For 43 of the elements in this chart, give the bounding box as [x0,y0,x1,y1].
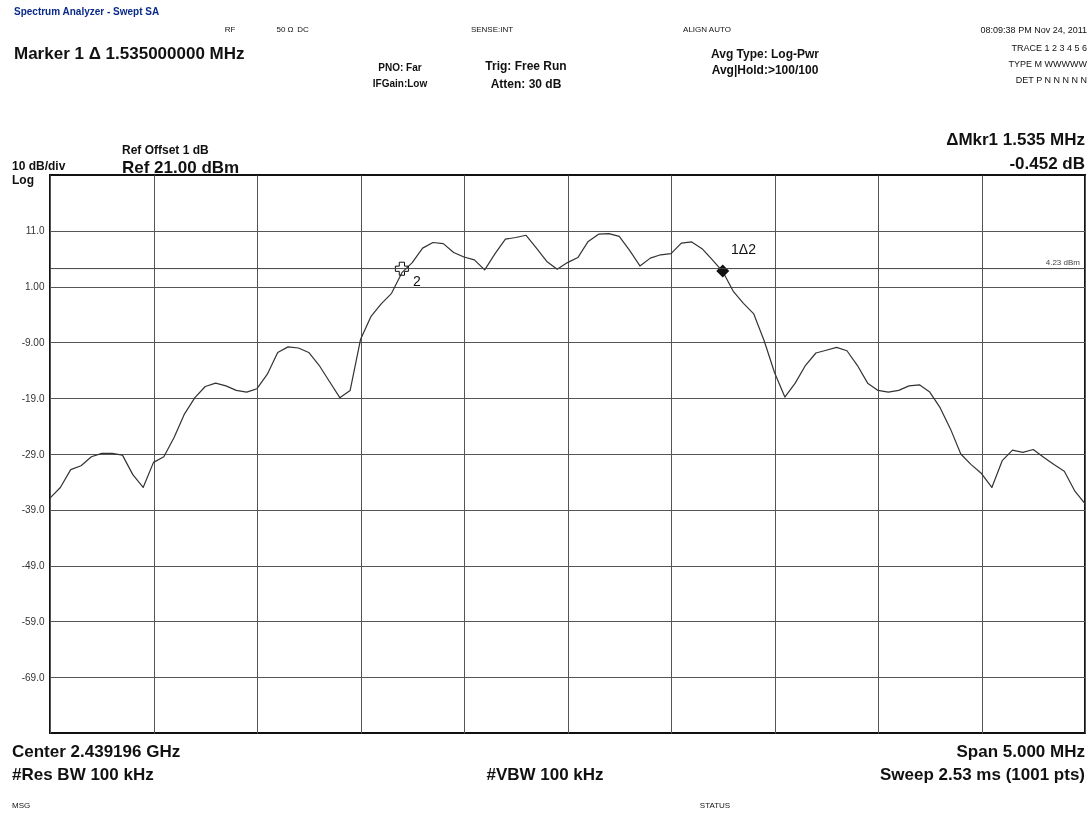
y-tick-label: -9.00 [21,336,45,348]
y-tick-label: -69.0 [21,671,45,683]
text: 50 Ω [276,25,294,34]
annotation: 2 [413,273,421,289]
y-tick-label: -39.0 [21,504,45,516]
text: SENSE:INT [470,25,514,34]
text: TYPE M WWWWW [1008,59,1088,69]
text: Marker 1 Δ 1.535000000 MHz [14,44,245,63]
chart-title: Spectrum Analyzer - Swept SA [14,6,160,17]
ref-line-label: 4.23 dBm [1045,257,1081,267]
text: ALIGN AUTO [683,25,731,34]
text: RF [224,25,236,34]
text: Ref Offset 1 dB [122,143,210,157]
text: Atten: 30 dB [490,77,562,91]
annotation: 1Δ2 [731,241,757,257]
text: PNO: Far [378,62,422,73]
text: #VBW 100 kHz [486,765,604,784]
text: #Res BW 100 kHz [12,765,154,784]
y-tick-label: -29.0 [21,448,45,460]
text: DET P N N N N N [1015,75,1087,85]
text: 08:09:38 PM Nov 24, 2011 [980,25,1087,35]
text: DC [297,25,309,34]
text: Span 5.000 MHz [956,742,1085,761]
text: 10 dB/div [12,159,66,173]
text: STATUS [699,801,731,810]
annotation: Ref 21.00 dBm [122,158,240,177]
text: Trig: Free Run [485,59,567,73]
text: Avg Type: Log-Pwr [711,47,820,61]
y-tick-label: 1.00 [25,281,45,293]
text: IFGain:Low [372,78,428,89]
text: Log [12,173,34,187]
y-tick-label: -59.0 [21,615,45,627]
text: Center 2.439196 GHz [12,742,181,761]
y-tick-label: -19.0 [21,392,45,404]
y-tick-label: 11.0 [25,225,45,237]
line-series [49,232,1086,505]
text: -0.452 dB [1009,154,1085,173]
text: MSG [12,801,31,810]
text: ΔMkr1 1.535 MHz [946,130,1085,149]
text: Sweep 2.53 ms (1001 pts) [879,765,1085,784]
text: Avg|Hold:>100/100 [711,63,819,77]
y-tick-label: -49.0 [21,560,45,572]
text: TRACE 1 2 3 4 5 6 [1011,43,1087,53]
